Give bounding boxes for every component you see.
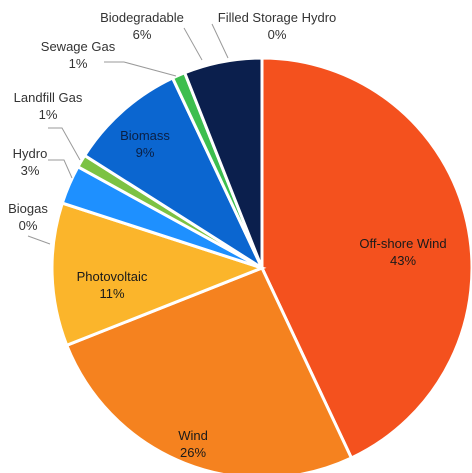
pie-slices: [50, 56, 472, 473]
label-name-off-shore-wind: Off-shore Wind: [359, 236, 446, 251]
data-label-hydro: Hydro 3%: [13, 146, 48, 178]
data-label-off-shore-wind: Off-shore Wind 43%: [359, 236, 446, 268]
leader-lines: [27, 23, 229, 245]
data-label-biomass: Biomass 9%: [120, 128, 170, 160]
label-value-hydro: 3%: [21, 163, 40, 178]
pie-slice-biodegradable: [182, 56, 264, 269]
label-value-filled-storage-hydro: 0%: [268, 27, 287, 42]
leader-line-filled-storage-hydro: [211, 23, 229, 59]
leader-line-hydro: [48, 159, 73, 179]
leader-line-biogas: [27, 235, 51, 245]
data-label-photovoltaic: Photovoltaic 11%: [77, 269, 148, 301]
pie-slice-photovoltaic: [50, 201, 267, 348]
pie-slice-biomass: [82, 75, 266, 273]
label-value-wind: 26%: [180, 445, 206, 460]
pie-slice-off-shore-wind: [260, 56, 472, 461]
data-label-landfill-gas: Landfill Gas 1%: [14, 90, 83, 122]
leader-line-biodegradable: [183, 27, 203, 61]
data-label-filled-storage-hydro: Filled Storage Hydro 0%: [218, 10, 337, 42]
leader-line-landfill-gas: [48, 127, 81, 161]
label-name-biomass: Biomass: [120, 128, 170, 143]
data-label-biodegradable: Biodegradable 6%: [100, 10, 184, 42]
label-name-wind: Wind: [178, 428, 208, 443]
label-value-biomass: 9%: [136, 145, 155, 160]
data-label-sewage-gas: Sewage Gas 1%: [41, 39, 116, 71]
label-value-biodegradable: 6%: [133, 27, 152, 42]
label-name-biogas: Biogas: [8, 201, 48, 216]
label-value-photovoltaic: 11%: [99, 286, 124, 301]
label-value-landfill-gas: 1%: [39, 107, 58, 122]
label-name-hydro: Hydro: [13, 146, 48, 161]
data-label-biogas: Biogas 0%: [8, 201, 48, 233]
pie-labels: Off-shore Wind 43% Wind 26% Photovoltaic 11% B…: [8, 10, 446, 460]
label-name-sewage-gas: Sewage Gas: [41, 39, 116, 54]
pie-slice-wind: [64, 266, 354, 473]
label-value-biogas: 0%: [19, 218, 38, 233]
data-label-wind: Wind 26%: [178, 428, 208, 460]
label-name-filled-storage-hydro: Filled Storage Hydro: [218, 10, 337, 25]
label-name-landfill-gas: Landfill Gas: [14, 90, 83, 105]
leader-line-sewage-gas: [104, 61, 177, 77]
label-name-photovoltaic: Photovoltaic: [77, 269, 148, 284]
label-value-sewage-gas: 1%: [69, 56, 88, 71]
label-value-off-shore-wind: 43%: [390, 253, 416, 268]
label-name-biodegradable: Biodegradable: [100, 10, 184, 25]
